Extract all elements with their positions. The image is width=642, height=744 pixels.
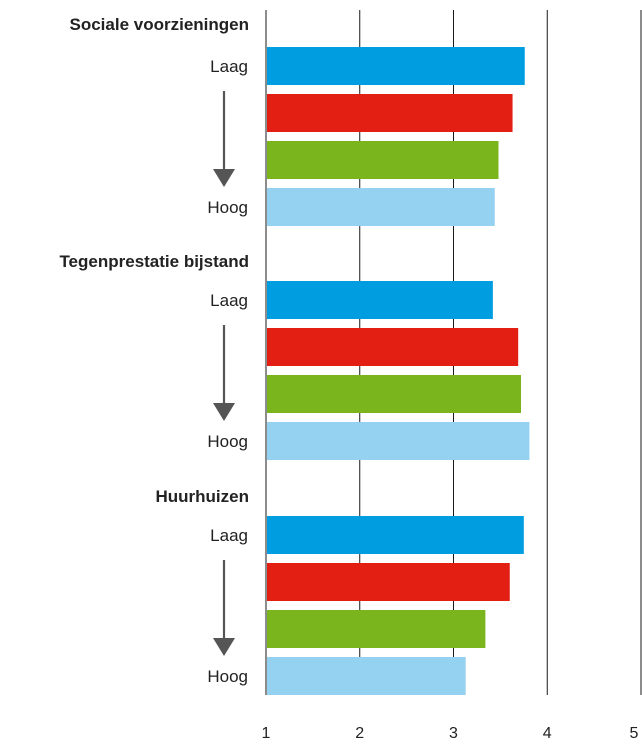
x-axis-tick-labels: 1 2 3 4 5 [262,725,639,742]
group-labels: Sociale voorzieningen Laag Hoog Tegenpresta… [59,15,249,686]
bar [267,141,499,179]
bar [267,375,521,413]
bar [267,94,513,132]
group-title: Tegenprestatie bijstand [59,252,249,271]
bar [267,47,525,85]
arrow-head-icon [213,403,235,421]
level-label-bottom: Hoog [207,667,248,686]
arrow-head-icon [213,169,235,187]
bar [267,610,486,648]
x-tick-label: 2 [355,725,364,742]
bar [267,281,493,319]
bar [267,188,495,226]
x-tick-label: 1 [262,725,271,742]
bars [267,47,530,695]
level-label-bottom: Hoog [207,432,248,451]
arrow-head-icon [213,638,235,656]
x-tick-label: 4 [543,725,552,742]
bar [267,422,530,460]
group-title: Sociale voorzieningen [70,15,250,34]
bar [267,516,524,554]
level-label-top: Laag [210,526,248,545]
x-tick-label: 3 [449,725,458,742]
level-label-bottom: Hoog [207,198,248,217]
level-label-top: Laag [210,291,248,310]
bar [267,328,519,366]
x-tick-label: 5 [630,725,639,742]
group-title: Huurhuizen [156,487,250,506]
bar [267,657,466,695]
level-label-top: Laag [210,57,248,76]
bar [267,563,510,601]
